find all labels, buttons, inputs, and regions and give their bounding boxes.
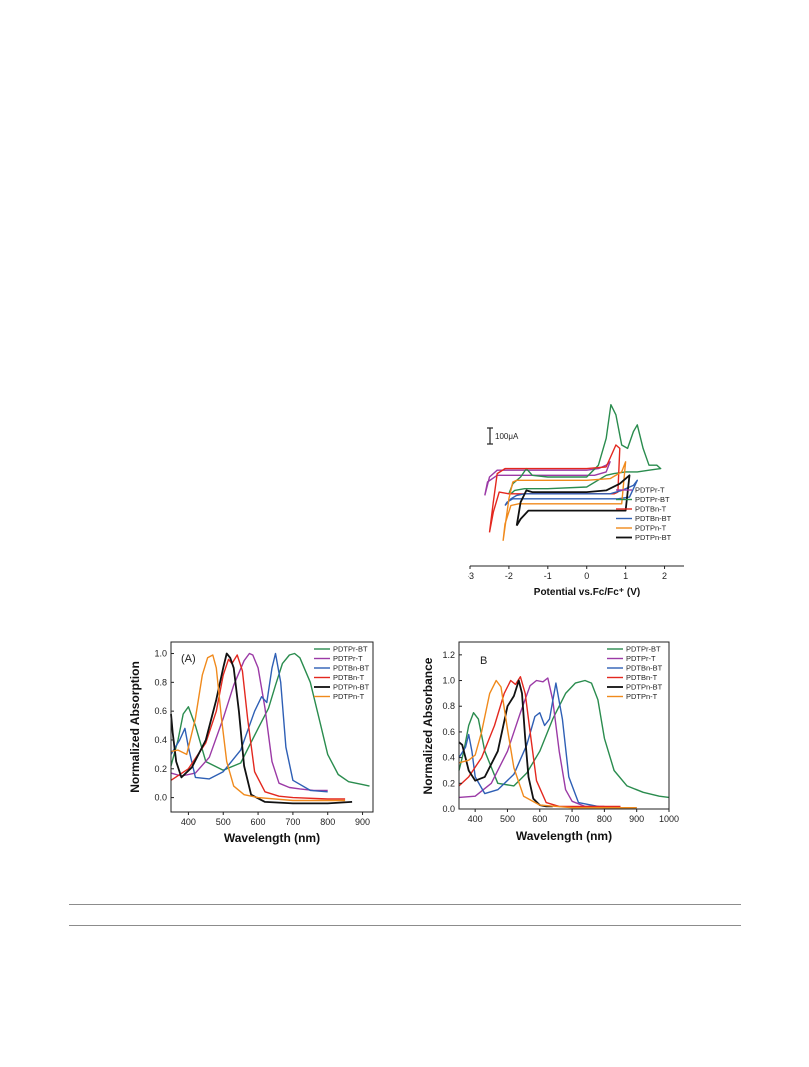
- cv-legend: PDTPr-TPDTPr-BTPDTBn-TPDTBn-BTPDTPn-TPDT…: [616, 486, 672, 542]
- b-x-tick-label: 900: [629, 814, 644, 824]
- cv-series-PDTPr-T: [484, 461, 611, 496]
- a-series-PDTPn-BT: [170, 652, 353, 805]
- a-x-axis-title: Wavelength (nm): [224, 831, 320, 845]
- cv-x-tick-label: 0: [584, 571, 589, 581]
- cv-legend-label: PDTBn-BT: [635, 514, 672, 523]
- b-y-tick-label: 1.0: [442, 676, 455, 686]
- b-x-axis-title: Wavelength (nm): [516, 829, 612, 843]
- b-panel-label: B: [480, 655, 487, 667]
- b-legend-label: PDTPn-T: [626, 692, 658, 701]
- b-x-tick-label: 800: [597, 814, 612, 824]
- b-legend-label: PDTBn-T: [626, 673, 658, 682]
- b-y-tick-label: 0.0: [442, 804, 455, 814]
- a-y-tick-label: 0.0: [154, 793, 167, 803]
- b-legend-label: PDTPn-BT: [626, 683, 663, 692]
- cv-legend-label: PDTPr-T: [635, 486, 665, 495]
- cv-series-PDTPn-BT: [515, 474, 631, 527]
- a-legend: PDTPr-BTPDTPr-TPDTBn-BTPDTBn-TPDTPn-BTPD…: [314, 645, 370, 701]
- a-y-tick-label: 0.4: [154, 735, 167, 745]
- cv-series-PDTPr-BT: [508, 404, 662, 495]
- a-x-tick-label: 700: [285, 817, 300, 827]
- b-x-tick-label: 500: [500, 814, 515, 824]
- b-legend-label: PDTPr-T: [626, 654, 656, 663]
- cv-series-PDTBn-T: [488, 444, 621, 533]
- a-legend-label: PDTBn-T: [333, 673, 365, 682]
- b-legend: PDTPr-BTPDTPr-TPDTBn-BTPDTBn-TPDTPn-BTPD…: [607, 645, 663, 701]
- a-series-PDTPn-T: [170, 654, 346, 802]
- b-series-PDTBn-T: [458, 676, 621, 808]
- a-x-tick-label: 900: [355, 817, 370, 827]
- b-series-PDTPn-BT: [458, 679, 553, 808]
- b-axes-frame: [458, 641, 670, 810]
- a-x-tick-label: 600: [251, 817, 266, 827]
- b-y-tick-label: 1.2: [442, 650, 455, 660]
- a-plot-area: 400 500 600 700 800 900 0.0 0.2 0.4 0.6 0.8 1.0 Wa…: [128, 641, 374, 845]
- b-x-tick-label: 400: [468, 814, 483, 824]
- b-legend-label: PDTBn-BT: [626, 664, 663, 673]
- b-y-tick-label: 0.4: [442, 753, 455, 763]
- cv-legend-label: PDTPn-BT: [635, 533, 672, 542]
- cv-series-PDTPn-T: [502, 461, 627, 541]
- cv-x-tick-label: -1: [544, 571, 552, 581]
- table-top-rule: [69, 904, 741, 905]
- cv-legend-label: PDTBn-T: [635, 505, 667, 514]
- a-x-tick-label: 500: [216, 817, 231, 827]
- b-y-tick-label: 0.6: [442, 727, 455, 737]
- a-legend-label: PDTPn-T: [333, 692, 365, 701]
- table-header-rule: [69, 925, 741, 926]
- b-x-tick-label: 700: [565, 814, 580, 824]
- a-legend-label: PDTBn-BT: [333, 664, 370, 673]
- cv-x-axis-title: Potential vs.Fc/Fc⁺ (V): [534, 587, 640, 598]
- cv-x-tick-label: -2: [505, 571, 513, 581]
- a-x-tick-label: 800: [320, 817, 335, 827]
- absorption-chart-a: 400 500 600 700 800 900 0.0 0.2 0.4 0.6 0.8 1.0 Wa…: [126, 640, 382, 846]
- b-y-axis-title: Normalized Absorbance: [421, 657, 435, 794]
- cv-scale-bar: 100μA: [487, 427, 519, 445]
- a-y-tick-label: 1.0: [154, 649, 167, 659]
- a-series-PDTBn-BT: [170, 652, 328, 793]
- a-x-tick-label: 400: [181, 817, 196, 827]
- b-series-PDTBn-BT: [458, 682, 637, 809]
- cv-scale-bar-label: 100μA: [495, 432, 519, 441]
- cv-x-tick-label: 2: [662, 571, 667, 581]
- a-y-axis-title: Normalized Absorption: [128, 661, 142, 793]
- b-series-PDTPr-T: [458, 677, 605, 808]
- a-axes-frame: [170, 641, 374, 813]
- absorbance-chart-b: 400 500 600 700 800 900 1000 0.0 0.2 0.4 0.6 0.8 1.…: [418, 640, 680, 846]
- a-panel-label: (A): [181, 653, 196, 665]
- cv-series-PDTBn-BT: [504, 479, 638, 506]
- b-x-tick-label: 1000: [659, 814, 679, 824]
- cv-legend-label: PDTPn-T: [635, 524, 667, 533]
- cv-x-tick-label: 1: [623, 571, 628, 581]
- b-x-tick-label: 600: [532, 814, 547, 824]
- a-y-tick-label: 0.8: [154, 677, 167, 687]
- cv-x-tick-label: -3: [468, 571, 474, 581]
- a-y-tick-label: 0.6: [154, 706, 167, 716]
- cv-legend-label: PDTPr-BT: [635, 495, 670, 504]
- b-series-PDTPr-BT: [458, 679, 670, 799]
- b-y-tick-label: 0.2: [442, 778, 455, 788]
- b-plot-area: 400 500 600 700 800 900 1000 0.0 0.2 0.4 0.6 0.8 1.…: [421, 641, 679, 843]
- a-series-PDTBn-T: [170, 654, 346, 800]
- b-series-PDTPn-T: [458, 679, 637, 809]
- a-legend-label: PDTPr-BT: [333, 645, 368, 654]
- a-legend-label: PDTPn-BT: [333, 683, 370, 692]
- a-series-PDTPr-T: [170, 652, 328, 792]
- a-legend-label: PDTPr-T: [333, 654, 363, 663]
- b-y-tick-label: 0.8: [442, 701, 455, 711]
- b-legend-label: PDTPr-BT: [626, 645, 661, 654]
- a-y-tick-label: 0.2: [154, 764, 167, 774]
